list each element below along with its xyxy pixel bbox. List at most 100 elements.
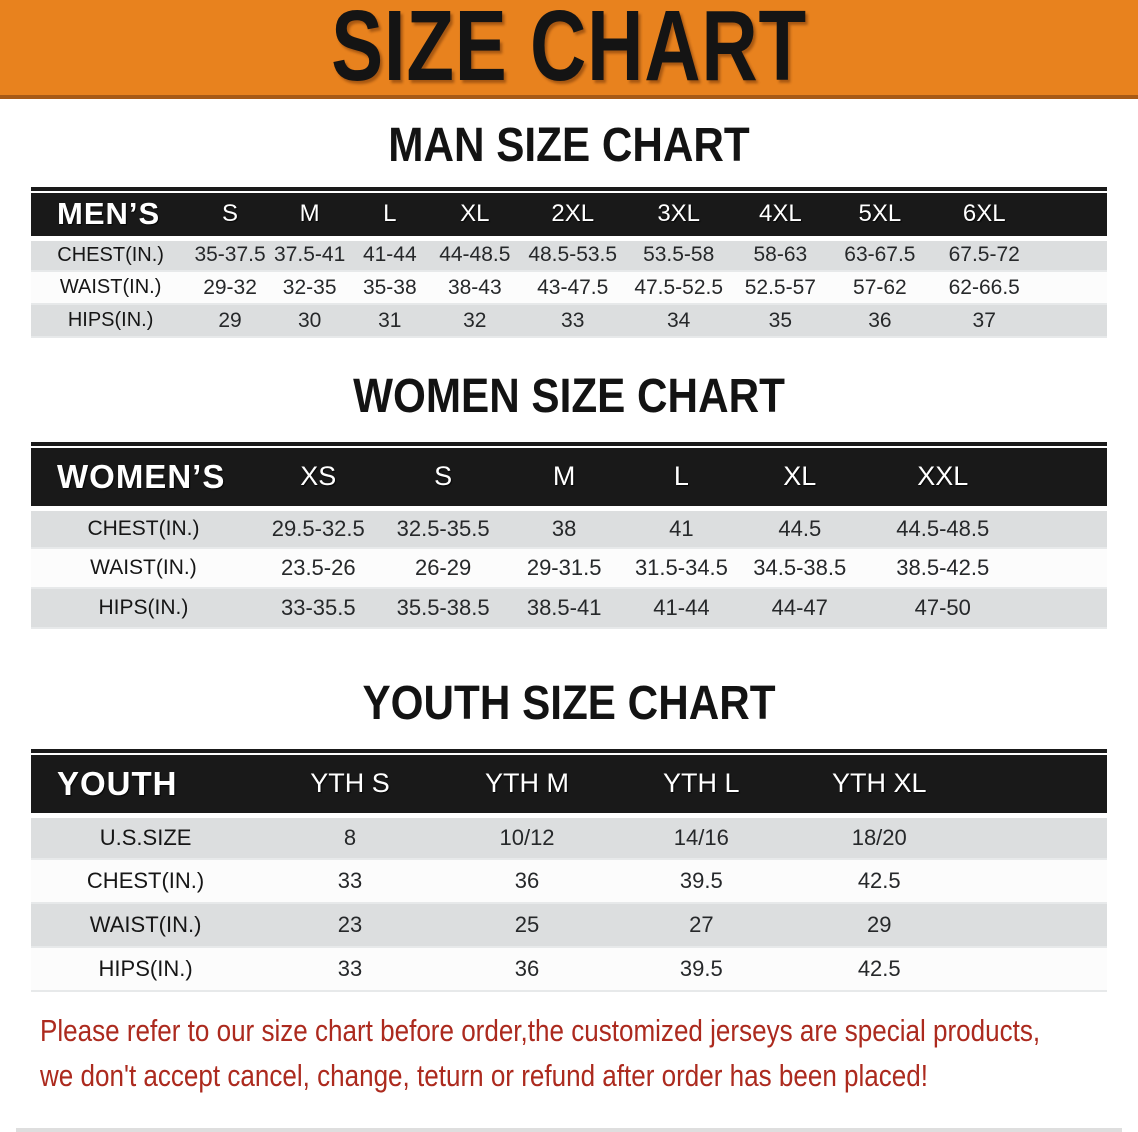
size-column-header: 2XL [519,193,626,241]
size-value-cell: 33 [337,956,363,981]
size-value-cell: 25 [514,912,540,937]
size-column-header: YTH XL [788,755,1107,818]
women-size-section: WOMEN SIZE CHART WOMEN’S XS S M L XL XXL CHEST(… [0,372,1138,629]
men-section-heading: MAN SIZE CHART [388,119,750,172]
size-value-cell: 31.5-34.5 [634,555,728,580]
size-column-header: XL [430,193,520,241]
measurement-row-label: HIPS(IN.) [67,309,154,331]
measurement-row-label: HIPS(IN.) [98,956,193,981]
size-column-header: YTH S [260,755,440,818]
size-value-cell: 53.5-58 [643,243,715,267]
size-value-cell: 29.5-32.5 [271,515,365,541]
table-row: U.S.SIZE 8 10/12 14/16 18/20 [31,815,1107,859]
size-value-cell: 41 [669,515,694,541]
disclaimer-line-1: Please refer to our size chart before or… [40,1013,1041,1048]
size-value-cell: 44.5-48.5 [896,515,990,541]
size-column-header: L [349,193,431,241]
table-row: WAIST(IN.) 29-32 32-35 35-38 38-43 43-47.5 47.… [31,271,1107,304]
size-value-cell: 36 [514,868,540,893]
size-value-cell: 41-44 [362,243,417,267]
table-row: WAIST(IN.) 23 25 27 29 [31,903,1107,947]
size-value-cell: 42.5 [857,868,901,893]
size-column-header: YTH M [439,755,615,818]
size-value-cell: 33 [561,308,585,332]
women-size-table-frame: WOMEN’S XS S M L XL XXL CHEST(IN.) 29.5-32.5 32.5… [31,442,1107,629]
size-value-cell: 67.5-72 [948,243,1020,267]
size-value-cell: 35 [768,308,793,332]
table-row: CHEST(IN.) 29.5-32.5 32.5-35.5 38 41 44.5 44.5… [31,508,1107,548]
size-column-header: XXL [859,448,1107,511]
size-column-header: 6XL [930,193,1107,241]
size-value-cell: 48.5-53.5 [528,243,618,267]
size-value-cell: 33 [337,868,363,893]
size-value-cell: 32 [463,308,487,332]
size-value-cell: 29-32 [203,275,257,299]
size-value-cell: 29-31.5 [526,555,602,580]
size-value-cell: 38.5-42.5 [896,555,990,580]
size-value-cell: 8 [343,824,357,850]
size-value-cell: 41-44 [653,595,710,620]
size-column-header: XL [740,448,860,511]
men-size-section: MAN SIZE CHART MEN’S S M L XL 2XL 3XL 4XL 5XL 6XL… [0,121,1138,338]
size-value-cell: 63-67.5 [844,243,916,267]
youth-size-section: YOUTH SIZE CHART YOUTH YTH S YTH M YTH L YTH… [0,679,1138,992]
disclaimer-text: Please refer to our size chart before or… [40,1008,1138,1098]
measurement-row-label: HIPS(IN.) [98,596,189,619]
youth-size-table-frame: YOUTH YTH S YTH M YTH L YTH XL U.S.SIZE 8 10/12… [31,749,1107,992]
size-value-cell: 43-47.5 [537,275,609,299]
women-section-heading: WOMEN SIZE CHART [353,370,785,423]
size-value-cell: 27 [689,912,714,937]
size-value-cell: 38 [551,515,577,541]
size-value-cell: 44-48.5 [439,243,511,267]
size-value-cell: 35.5-38.5 [396,595,490,620]
size-column-header: M [505,448,623,511]
size-value-cell: 31 [378,308,402,332]
size-column-header: 4XL [731,193,830,241]
size-column-header: XS [255,448,381,511]
measurement-row-label: CHEST(IN.) [87,516,200,540]
size-column-header: S [380,448,506,511]
size-value-cell: 39.5 [679,956,723,981]
size-value-cell: 32.5-35.5 [396,515,490,541]
size-value-cell: 38-43 [447,275,502,299]
size-value-cell: 33-35.5 [280,595,356,620]
measurement-row-label: U.S.SIZE [99,824,192,850]
size-value-cell: 52.5-57 [744,275,816,299]
size-value-cell: 42.5 [857,956,901,981]
size-column-header: 3XL [625,193,732,241]
size-value-cell: 23.5-26 [280,555,356,580]
table-row: CHEST(IN.) 35-37.5 37.5-41 41-44 44-48.5 48.5… [31,238,1107,271]
measurement-row-label: WAIST(IN.) [89,912,202,937]
size-value-cell: 23 [337,912,363,937]
measurement-row-label: CHEST(IN.) [57,243,164,266]
size-value-cell: 26-29 [414,555,472,580]
youth-size-table: YOUTH YTH S YTH M YTH L YTH XL U.S.SIZE 8 10/12… [31,755,1107,992]
size-value-cell: 57-62 [853,275,907,299]
disclaimer-line-2: we don't accept cancel, change, teturn o… [40,1058,929,1093]
size-value-cell: 37.5-41 [274,243,346,267]
size-value-cell: 47.5-52.5 [634,275,724,299]
men-size-table-frame: MEN’S S M L XL 2XL 3XL 4XL 5XL 6XL CHEST(IN.) 35-37… [31,187,1107,338]
size-value-cell: 58-63 [753,243,808,267]
table-row: CHEST(IN.) 33 36 39.5 42.5 [31,859,1107,903]
size-column-header: L [622,448,741,511]
size-value-cell: 32-35 [282,275,337,299]
table-group-label: YOUTH [31,755,261,818]
size-value-cell: 35-38 [362,275,417,299]
size-value-cell: 38.5-41 [526,595,602,620]
table-row: HIPS(IN.) 33-35.5 35.5-38.5 38.5-41 41-44 44-… [31,588,1107,628]
size-value-cell: 14/16 [673,824,729,850]
measurement-row-label: WAIST(IN.) [59,276,162,298]
size-value-cell: 62-66.5 [948,275,1020,299]
table-group-label: MEN’S [31,193,191,241]
size-value-cell: 36 [868,308,892,332]
size-value-cell: 37 [972,308,996,332]
size-value-cell: 34.5-38.5 [753,555,847,580]
size-value-cell: 34 [667,308,691,332]
size-value-cell: 29 [218,308,242,332]
measurement-row-label: CHEST(IN.) [86,868,205,893]
size-value-cell: 10/12 [499,824,555,850]
size-chart-banner: SIZE CHART [0,0,1138,99]
size-value-cell: 29 [866,912,892,937]
size-value-cell: 47-50 [914,595,971,620]
